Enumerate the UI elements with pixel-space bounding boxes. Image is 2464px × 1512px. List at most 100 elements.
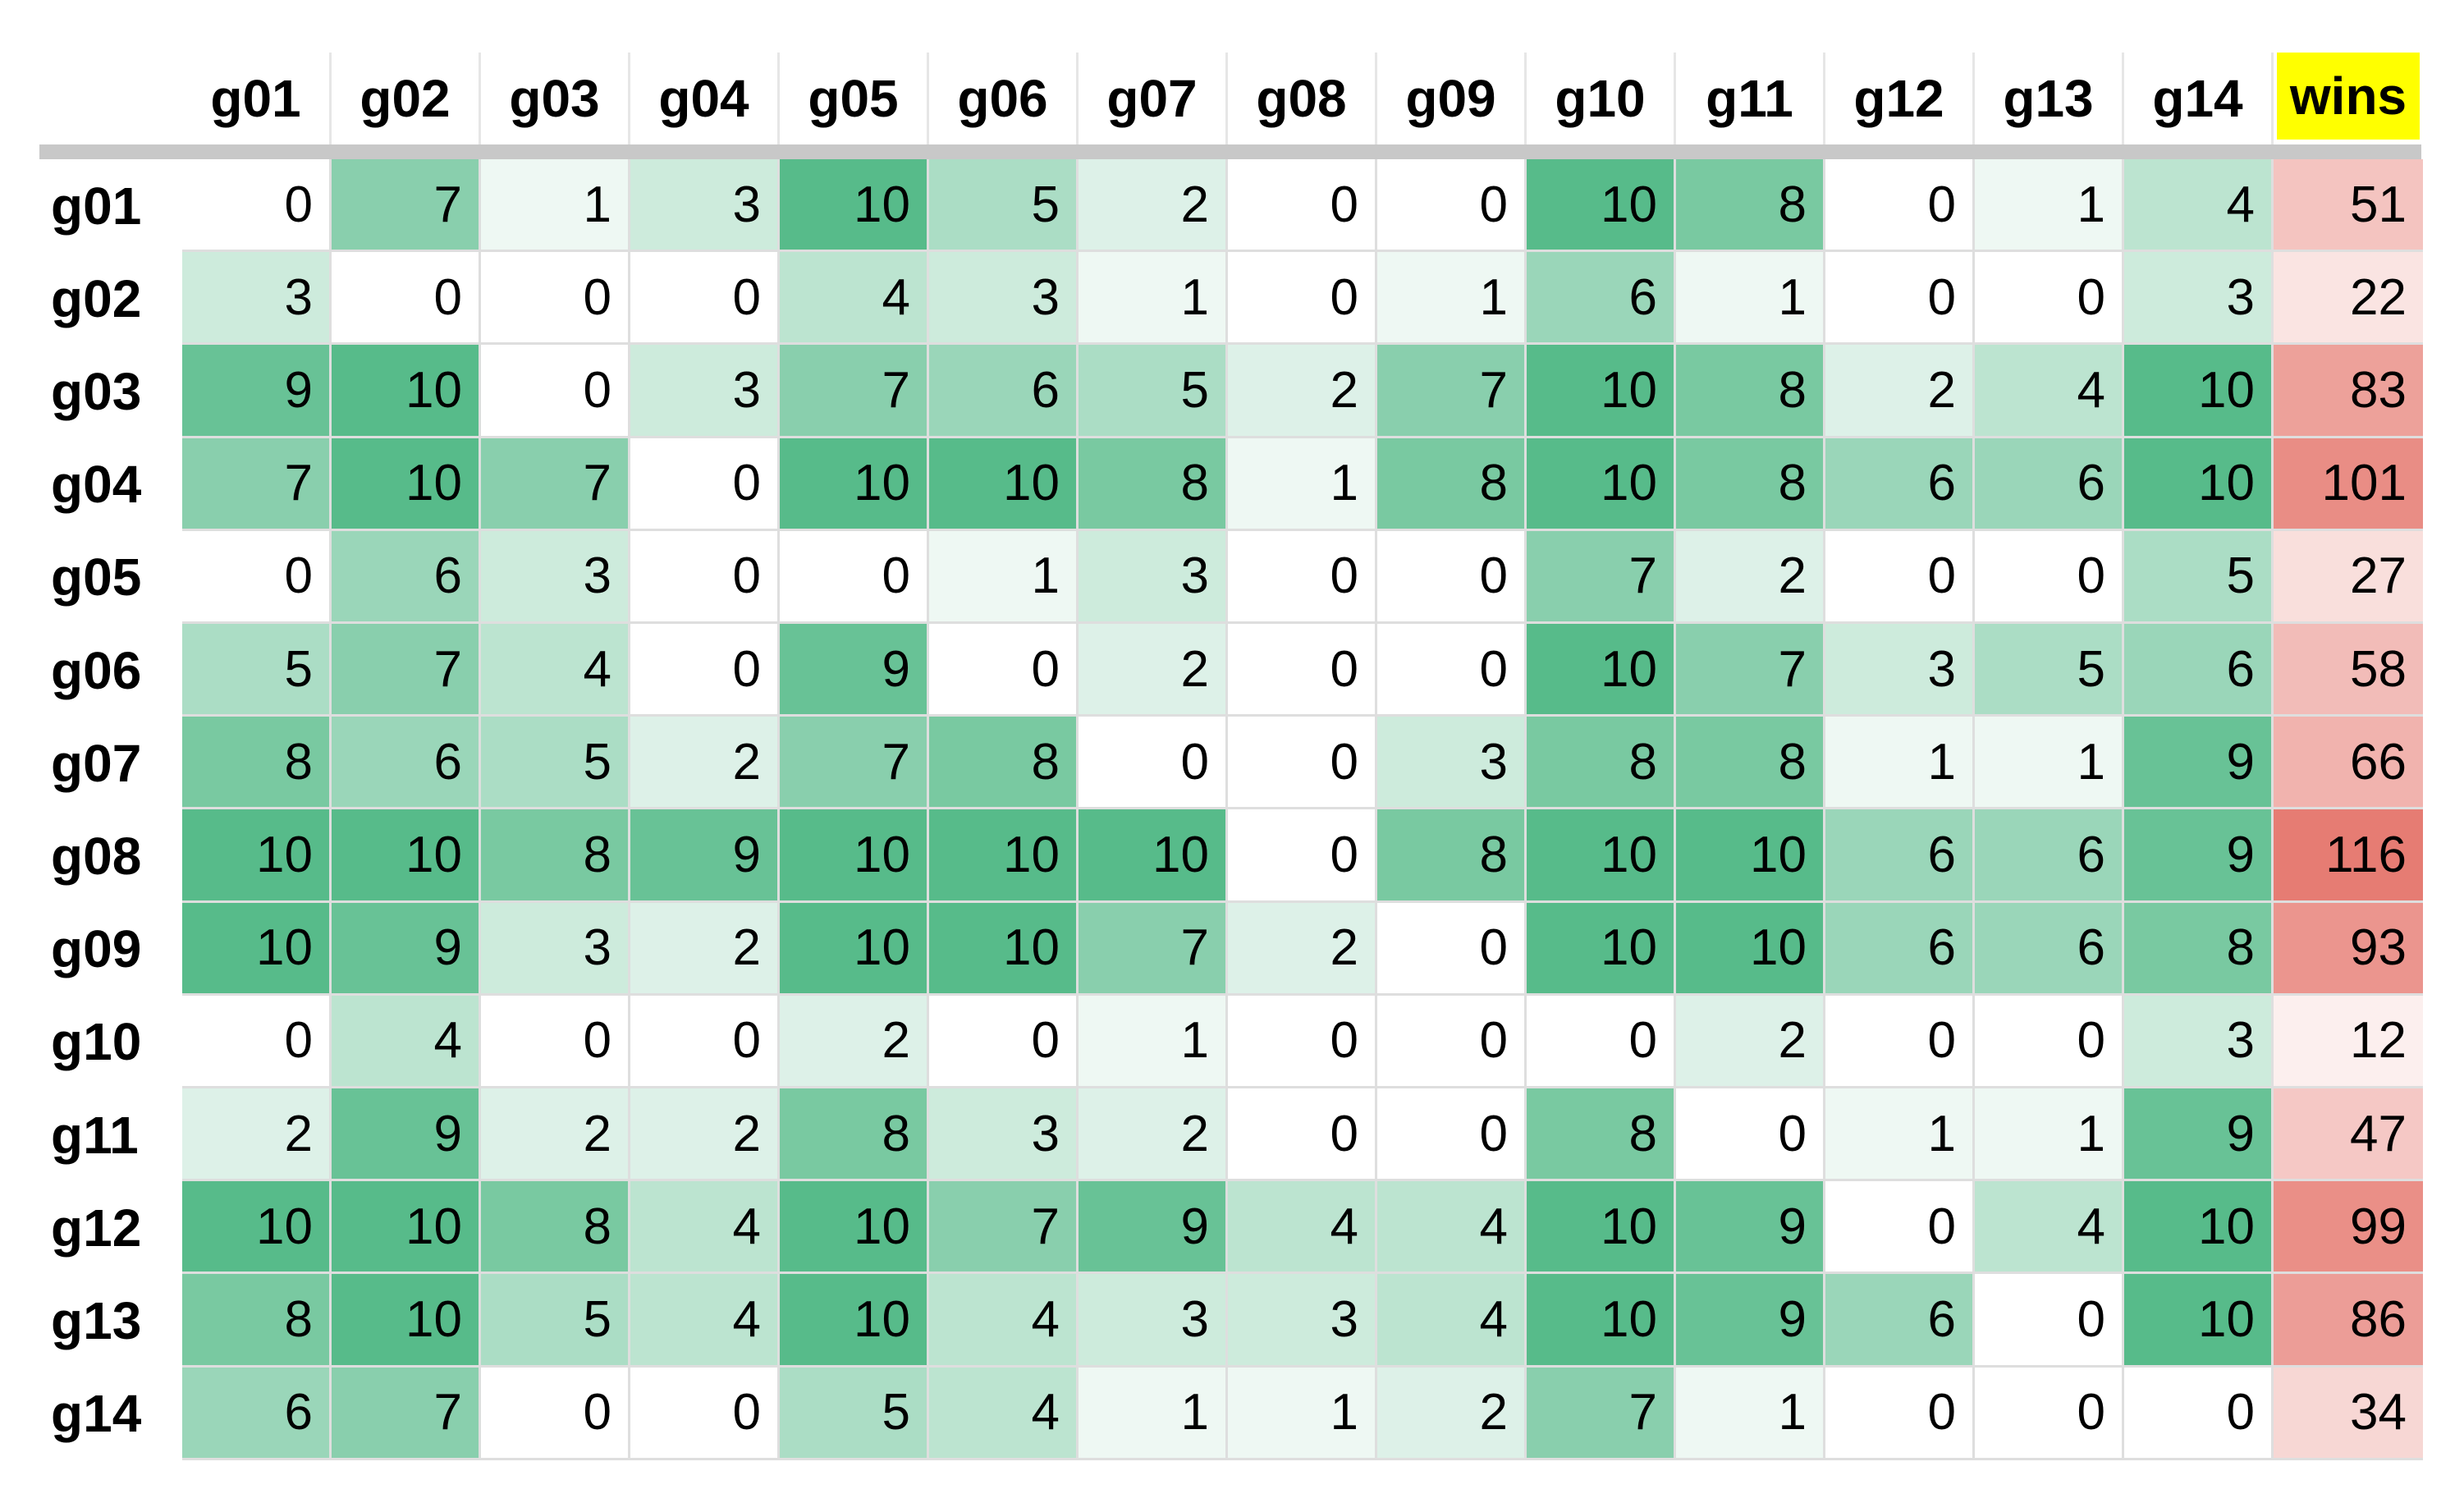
heatmap-cell-g04-g02: 10 <box>332 438 481 531</box>
heatmap-cell-g10-g13: 0 <box>1975 995 2124 1088</box>
heatmap-cell-g09-g04: 2 <box>630 902 780 996</box>
heatmap-cell-g13-g07: 3 <box>1079 1274 1228 1368</box>
heatmap-cell-g02-g06: 3 <box>929 252 1079 346</box>
heatmap-cell-g02-g08: 0 <box>1228 252 1377 346</box>
column-header-g08: g08 <box>1228 53 1377 144</box>
heatmap-cell-g13-g08: 3 <box>1228 1274 1377 1368</box>
heatmap-cell-g08-g04: 9 <box>630 809 780 903</box>
heatmap-cell-g13-g05: 10 <box>780 1274 929 1368</box>
heatmap-cell-g10-g11: 2 <box>1676 995 1825 1088</box>
heatmap-cell-g09-g06: 10 <box>929 902 1079 996</box>
heatmap-cell-g04-g03: 7 <box>481 438 630 531</box>
heatmap-cell-g03-g14: 10 <box>2124 345 2274 438</box>
heatmap-cell-g11-g03: 2 <box>481 1088 630 1182</box>
heatmap-cell-g12-g10: 10 <box>1527 1181 1676 1275</box>
heatmap-cell-g07-g14: 9 <box>2124 717 2274 810</box>
heatmap-cell-g07-g02: 6 <box>332 717 481 810</box>
row-header-g05: g05 <box>51 548 142 607</box>
heatmap-cell-g09-g13: 6 <box>1975 902 2124 996</box>
heatmap-cell-g05-g09: 0 <box>1377 530 1527 624</box>
heatmap-cell-g07-g10: 8 <box>1527 717 1676 810</box>
column-header-g06: g06 <box>929 53 1079 144</box>
heatmap-cell-g08-g06: 10 <box>929 809 1079 903</box>
heatmap-cell-g11-g06: 3 <box>929 1088 1079 1182</box>
heatmap-cell-g02-g10: 6 <box>1527 252 1676 346</box>
heatmap-cell-g08-g01: 10 <box>182 809 332 903</box>
heatmap-cell-g09-g10: 10 <box>1527 902 1676 996</box>
heatmap-cell-g03-g02: 10 <box>332 345 481 438</box>
heatmap-cell-g14-g10: 7 <box>1527 1367 1676 1460</box>
heatmap-cell-g03-g11: 8 <box>1676 345 1825 438</box>
heatmap-cell-g11-g12: 1 <box>1825 1088 1975 1182</box>
heatmap-cell-g02-g07: 1 <box>1079 252 1228 346</box>
heatmap-cell-g02-g04: 0 <box>630 252 780 346</box>
heatmap-cell-g11-g05: 8 <box>780 1088 929 1182</box>
heatmap-cell-g13-g13: 0 <box>1975 1274 2124 1368</box>
heatmap-cell-g05-g01: 0 <box>182 530 332 624</box>
wins-cell-g05: 27 <box>2274 530 2423 624</box>
heatmap-cell-g01-g12: 0 <box>1825 159 1975 253</box>
heatmap-cell-g13-g09: 4 <box>1377 1274 1527 1368</box>
heatmap-cell-g02-g09: 1 <box>1377 252 1527 346</box>
heatmap-cell-g04-g11: 8 <box>1676 438 1825 531</box>
heatmap-cell-g04-g08: 1 <box>1228 438 1377 531</box>
heatmap-cell-g07-g04: 2 <box>630 717 780 810</box>
heatmap-cell-g04-g05: 10 <box>780 438 929 531</box>
heatmap-cell-g10-g03: 0 <box>481 995 630 1088</box>
heatmap-cell-g02-g03: 0 <box>481 252 630 346</box>
heatmap-cell-g05-g10: 7 <box>1527 530 1676 624</box>
row-header-g11: g11 <box>51 1105 139 1165</box>
heatmap-cell-g02-g01: 3 <box>182 252 332 346</box>
row-header-g13: g13 <box>51 1290 142 1350</box>
heatmap-cell-g12-g14: 10 <box>2124 1181 2274 1275</box>
heatmap-cell-g11-g02: 9 <box>332 1088 481 1182</box>
wins-cell-g04: 101 <box>2274 438 2423 531</box>
column-header-g14: g14 <box>2124 53 2274 144</box>
heatmap-cell-g07-g07: 0 <box>1079 717 1228 810</box>
heatmap-cell-g12-g13: 4 <box>1975 1181 2124 1275</box>
heatmap-cell-g04-g14: 10 <box>2124 438 2274 531</box>
heatmap-cell-g14-g01: 6 <box>182 1367 332 1460</box>
heatmap-cell-g04-g06: 10 <box>929 438 1079 531</box>
heatmap-cell-g07-g05: 7 <box>780 717 929 810</box>
heatmap-cell-g12-g12: 0 <box>1825 1181 1975 1275</box>
column-header-g05: g05 <box>780 53 929 144</box>
heatmap-cell-g01-g10: 10 <box>1527 159 1676 253</box>
heatmap-cell-g04-g07: 8 <box>1079 438 1228 531</box>
heatmap-cell-g11-g11: 0 <box>1676 1088 1825 1182</box>
wins-cell-g14: 34 <box>2274 1367 2423 1460</box>
heatmap-cell-g12-g06: 7 <box>929 1181 1079 1275</box>
heatmap-cell-g14-g02: 7 <box>332 1367 481 1460</box>
wins-cell-g10: 12 <box>2274 995 2423 1088</box>
heatmap-cell-g12-g07: 9 <box>1079 1181 1228 1275</box>
heatmap-cell-g06-g04: 0 <box>630 624 780 717</box>
heatmap-cell-g06-g10: 10 <box>1527 624 1676 717</box>
heatmap-cell-g05-g03: 3 <box>481 530 630 624</box>
header-rule <box>39 144 2421 159</box>
wins-cell-g13: 86 <box>2274 1274 2423 1368</box>
heatmap-cell-g10-g09: 0 <box>1377 995 1527 1088</box>
heatmap-cell-g11-g10: 8 <box>1527 1088 1676 1182</box>
wins-cell-g12: 99 <box>2274 1181 2423 1275</box>
column-header-wins: wins <box>2277 53 2420 140</box>
heatmap-cell-g11-g08: 0 <box>1228 1088 1377 1182</box>
heatmap-cell-g10-g06: 0 <box>929 995 1079 1088</box>
heatmap-cell-g09-g08: 2 <box>1228 902 1377 996</box>
heatmap-cell-g03-g09: 7 <box>1377 345 1527 438</box>
heatmap-cell-g09-g09: 0 <box>1377 902 1527 996</box>
heatmap-cell-g05-g14: 5 <box>2124 530 2274 624</box>
heatmap-cell-g10-g04: 0 <box>630 995 780 1088</box>
row-header-g02: g02 <box>51 268 142 328</box>
heatmap-cell-g08-g03: 8 <box>481 809 630 903</box>
wins-cell-g09: 93 <box>2274 902 2423 996</box>
heatmap-cell-g09-g02: 9 <box>332 902 481 996</box>
heatmap-cell-g06-g07: 2 <box>1079 624 1228 717</box>
heatmap-cell-g10-g01: 0 <box>182 995 332 1088</box>
heatmap-cell-g03-g10: 10 <box>1527 345 1676 438</box>
heatmap-cell-g11-g01: 2 <box>182 1088 332 1182</box>
heatmap-cell-g03-g06: 6 <box>929 345 1079 438</box>
heatmap-cell-g08-g14: 9 <box>2124 809 2274 903</box>
heatmap-cell-g06-g05: 9 <box>780 624 929 717</box>
heatmap-cell-g05-g08: 0 <box>1228 530 1377 624</box>
heatmap-cell-g01-g13: 1 <box>1975 159 2124 253</box>
